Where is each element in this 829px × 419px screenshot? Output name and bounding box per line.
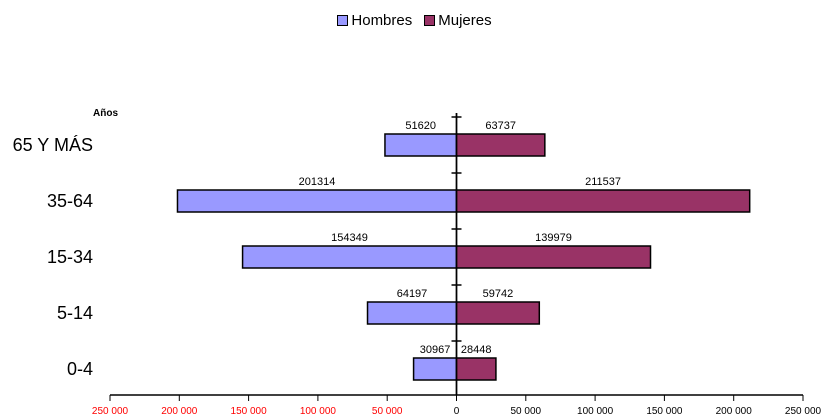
y-axis-title: Años bbox=[93, 108, 118, 119]
x-tick-label: 0 bbox=[454, 406, 460, 417]
data-label-hombres: 30967 bbox=[420, 344, 451, 356]
legend-item-mujeres: Mujeres bbox=[424, 12, 492, 29]
data-label-mujeres: 28448 bbox=[461, 344, 492, 356]
bar-hombres bbox=[241, 245, 458, 269]
x-tick-label: 150 000 bbox=[231, 406, 268, 417]
category-label: 0-4 bbox=[67, 359, 93, 379]
bar-hombres bbox=[366, 301, 458, 325]
data-label-mujeres: 139979 bbox=[535, 232, 572, 244]
legend-label-mujeres: Mujeres bbox=[438, 12, 492, 29]
bar-mujeres bbox=[455, 301, 541, 325]
bar-mujeres bbox=[455, 245, 652, 269]
data-label-mujeres: 63737 bbox=[485, 120, 516, 132]
data-label-hombres: 51620 bbox=[405, 120, 436, 132]
x-tick-label: 150 000 bbox=[646, 406, 683, 417]
data-label-hombres: 201314 bbox=[299, 176, 336, 188]
category-label: 65 Y MÁS bbox=[13, 135, 93, 155]
bar-hombres bbox=[176, 189, 458, 213]
x-tick-label: 50 000 bbox=[511, 406, 542, 417]
bar-mujeres bbox=[455, 189, 751, 213]
x-tick-label: 50 000 bbox=[372, 406, 403, 417]
legend-label-hombres: Hombres bbox=[351, 12, 413, 29]
data-label-hombres: 64197 bbox=[397, 288, 428, 300]
legend: Hombres Mujeres bbox=[0, 12, 829, 29]
x-tick-label: 250 000 bbox=[92, 406, 129, 417]
bar-hombres bbox=[412, 357, 458, 381]
x-tick-label: 100 000 bbox=[577, 406, 614, 417]
data-label-mujeres: 211537 bbox=[585, 176, 621, 188]
category-label: 5-14 bbox=[57, 303, 93, 323]
bar-hombres bbox=[384, 133, 458, 157]
legend-swatch-mujeres bbox=[424, 15, 436, 26]
data-label-mujeres: 59742 bbox=[483, 288, 514, 300]
category-label: 15-34 bbox=[47, 247, 93, 267]
bar-mujeres bbox=[455, 133, 546, 157]
x-tick-label: 250 000 bbox=[785, 406, 822, 417]
data-label-hombres: 154349 bbox=[331, 232, 368, 244]
x-tick-label: 200 000 bbox=[716, 406, 753, 417]
legend-swatch-hombres bbox=[337, 15, 349, 26]
legend-item-hombres: Hombres bbox=[337, 12, 412, 29]
x-tick-label: 100 000 bbox=[300, 406, 337, 417]
bar-mujeres bbox=[455, 357, 497, 381]
category-label: 35-64 bbox=[47, 191, 93, 211]
x-tick-label: 200 000 bbox=[161, 406, 198, 417]
